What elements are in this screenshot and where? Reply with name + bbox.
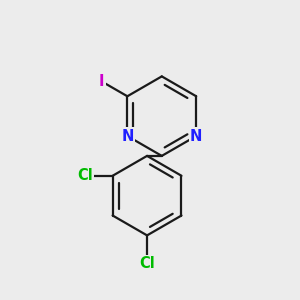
Text: Cl: Cl [139, 256, 155, 271]
Text: N: N [190, 128, 203, 143]
Text: I: I [99, 74, 105, 89]
Text: Cl: Cl [77, 168, 92, 183]
Text: N: N [121, 128, 134, 143]
